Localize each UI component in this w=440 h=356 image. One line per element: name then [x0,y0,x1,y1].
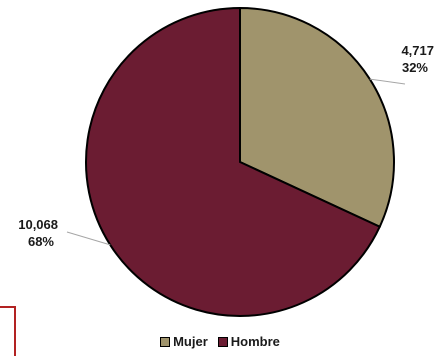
legend-swatch-mujer [160,336,171,347]
legend-item-hombre: Hombre [217,334,280,349]
legend-swatch-hombre [217,336,228,347]
corner-decoration [0,306,16,356]
legend-label-mujer: Mujer [173,334,208,349]
leader-lines [66,78,406,246]
percent-label-mujer: 32% [402,60,428,75]
chart-legend: Mujer Hombre [0,334,440,349]
pie-slice-hombre [85,6,382,317]
legend-label-hombre: Hombre [230,334,280,349]
leader-line-mujer [369,78,406,85]
legend-item-mujer: Mujer [160,334,208,349]
leader-line-hombre [66,231,111,246]
value-label-hombre: 10,068 [18,217,58,232]
percent-label-hombre: 68% [28,234,54,249]
value-label-mujer: 4,717 [401,43,434,58]
pie-slices [85,6,395,317]
data-labels: 4,717 32% 10,068 68% [18,43,434,249]
